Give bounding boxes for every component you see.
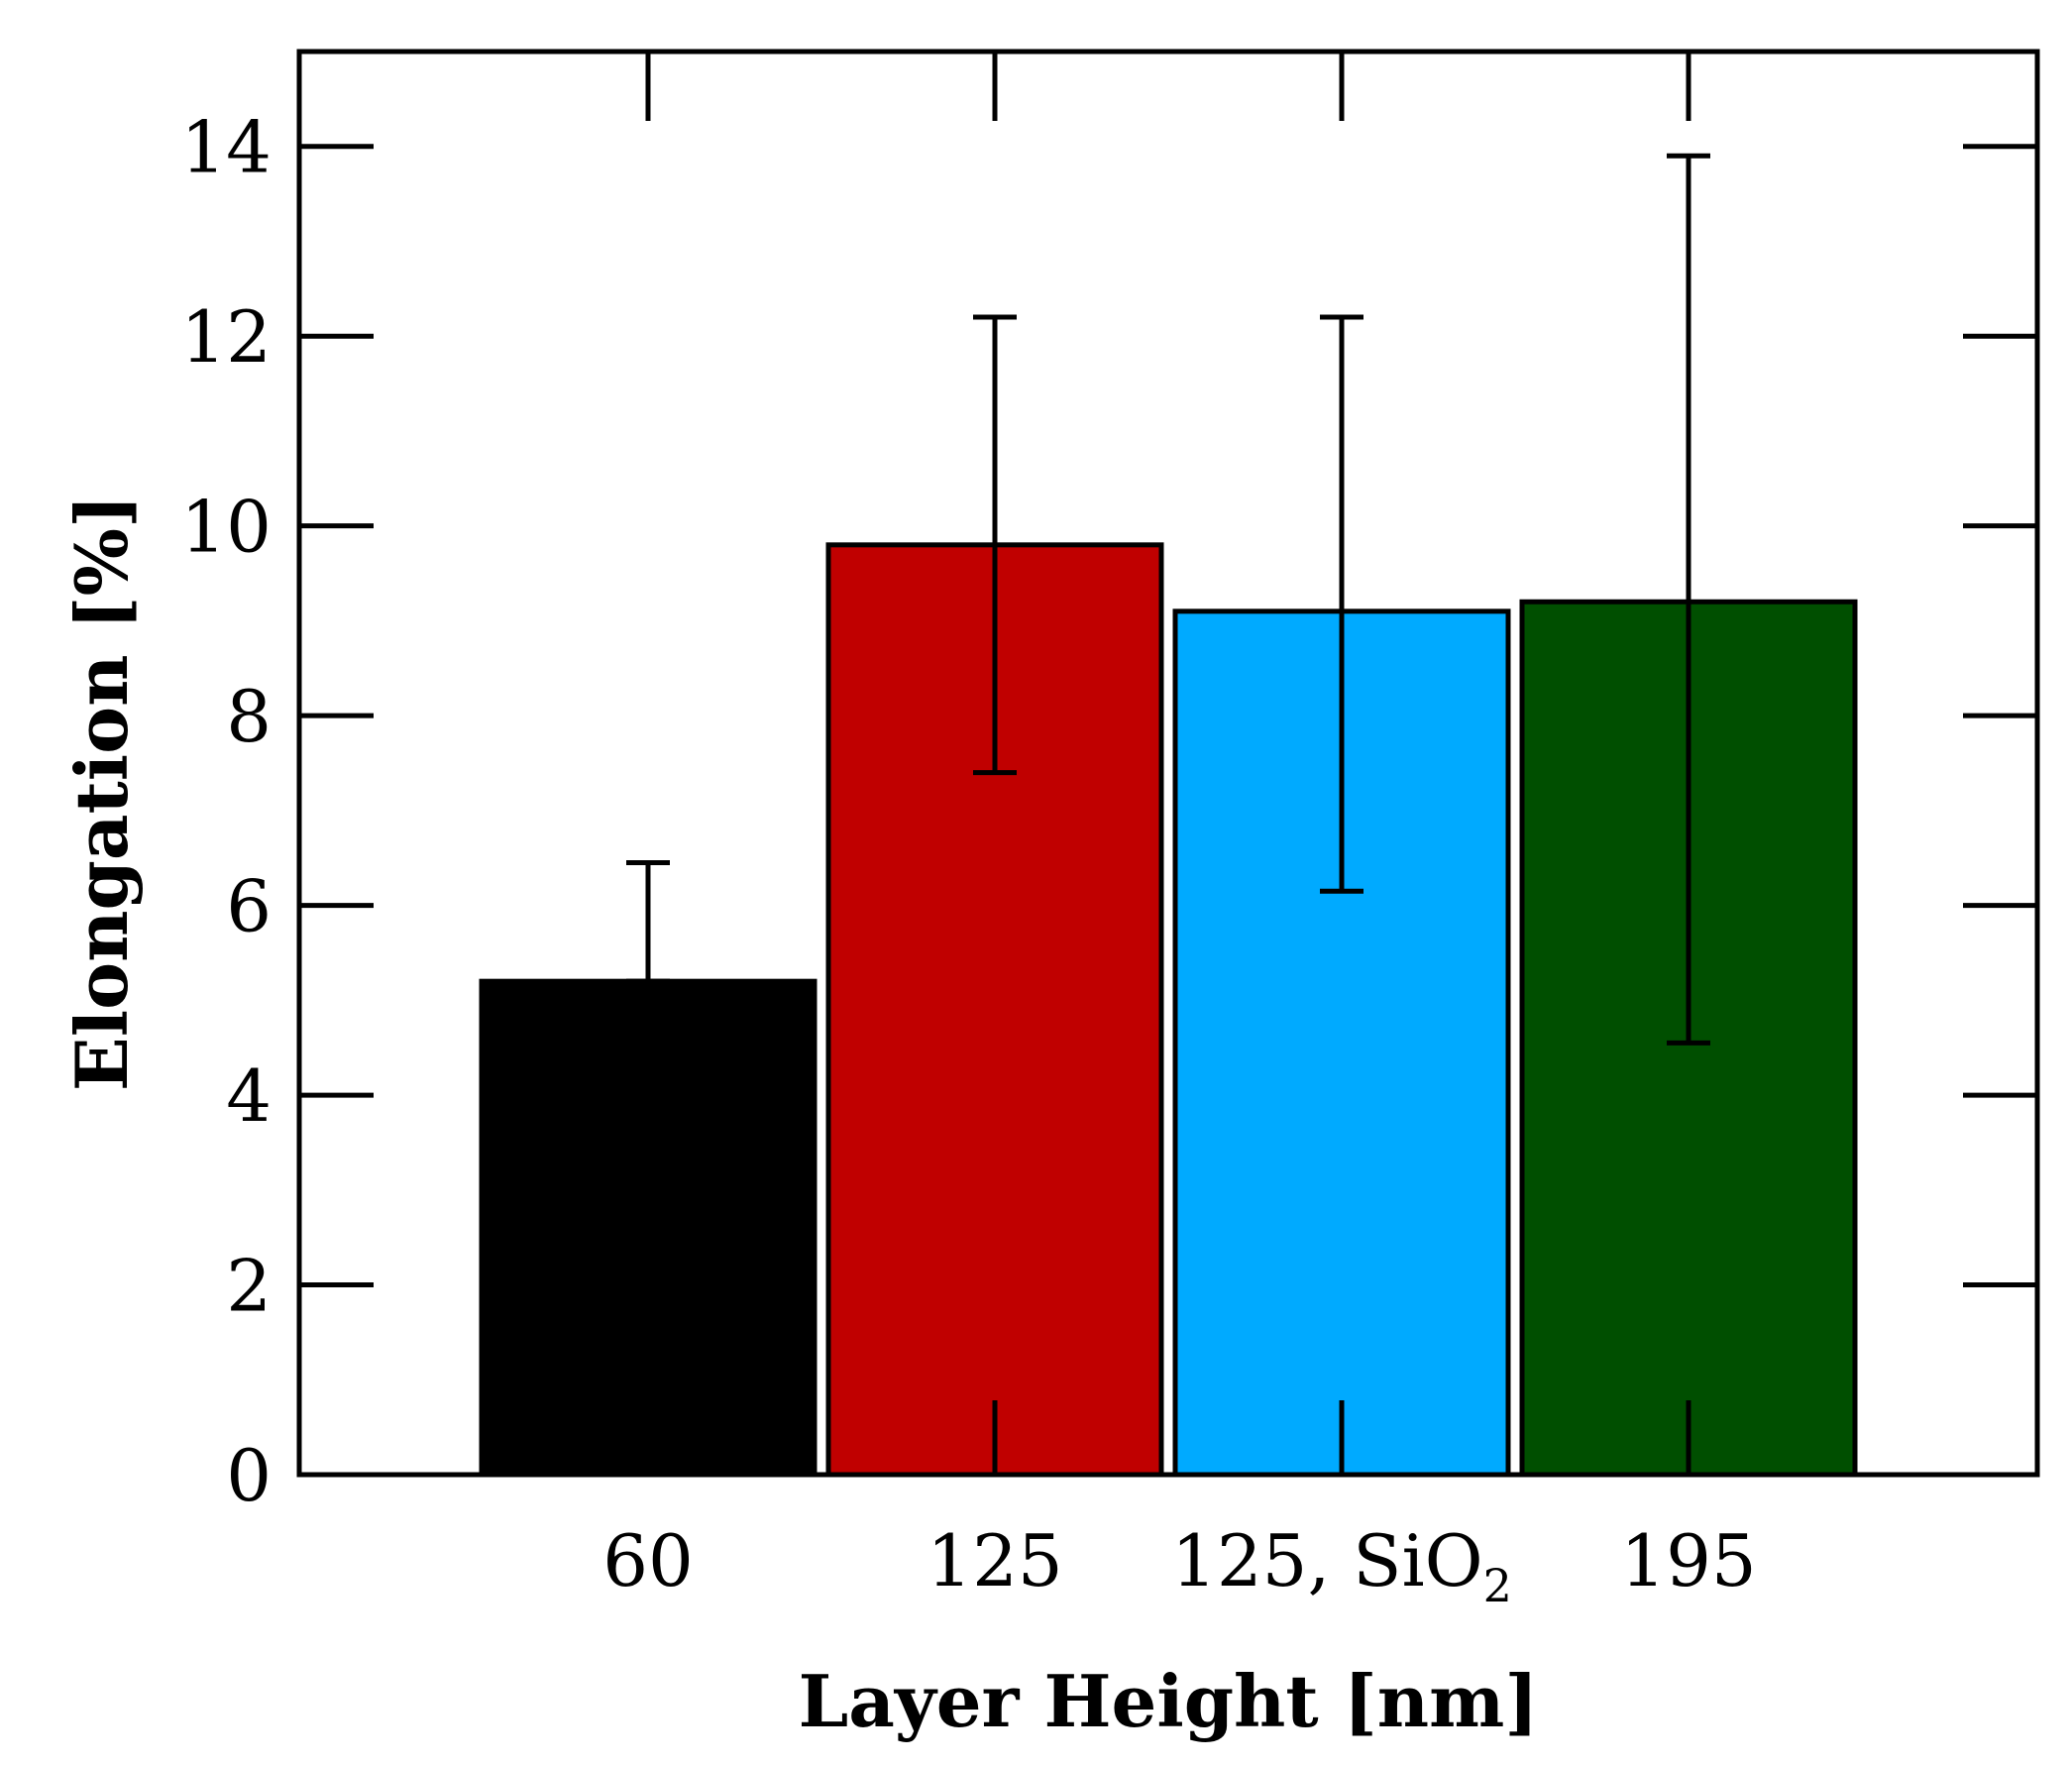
bars-layer (479, 542, 1858, 1478)
x-axis-label: Layer Height [nm] (799, 1659, 1539, 1743)
x-tick-label-text: 125 (927, 1519, 1062, 1602)
plot-frame (296, 49, 2040, 1478)
bar-1 (479, 978, 818, 1478)
y-tick-label-4: 4 (226, 1054, 272, 1138)
x-tick-label-text: 195 (1620, 1519, 1756, 1602)
y-tick-label-10: 10 (180, 486, 272, 569)
y-tick-label-2: 2 (226, 1245, 272, 1328)
y-tick-label-0: 0 (226, 1434, 272, 1517)
x-tick-label-2: 125 (927, 1519, 1062, 1602)
x-tick-label-1: 60 (602, 1519, 694, 1602)
x-tick-label-subscript: 2 (1483, 1559, 1512, 1612)
x-tick-label-text: 60 (602, 1519, 694, 1602)
y-tick-label-8: 8 (226, 675, 272, 758)
x-tick-label-text: 125, SiO (1171, 1519, 1483, 1602)
y-tick-label-6: 6 (226, 865, 272, 948)
y-tick-labels: 0 2 4 6 8 10 12 14 (180, 106, 272, 1517)
y-axis-label: Elongation [%] (59, 495, 144, 1091)
x-tick-label-3: 125, SiO2 (1171, 1519, 1512, 1612)
y-tick-label-14: 14 (180, 106, 272, 189)
x-tick-labels: 60 125 125, SiO2 195 (602, 1519, 1757, 1612)
y-tick-label-12: 12 (180, 295, 272, 379)
error-bars-layer (626, 153, 1710, 1046)
x-tick-label-4: 195 (1620, 1519, 1756, 1602)
